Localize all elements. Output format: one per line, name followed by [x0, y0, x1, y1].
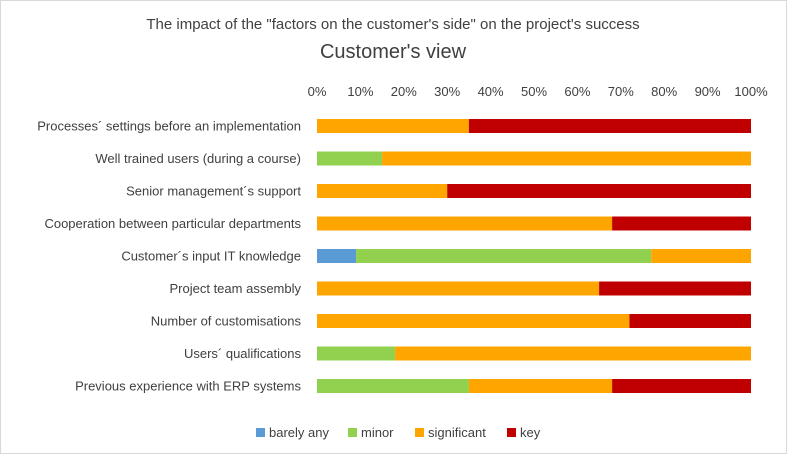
category-label: Well trained users (during a course): [95, 151, 301, 166]
bar-segment: [317, 119, 469, 133]
bar-segment: [468, 379, 613, 393]
bar-segment: [317, 216, 613, 231]
legend-label: barely any: [269, 425, 329, 440]
bar-segment: [356, 249, 652, 263]
bar-segment: [317, 151, 383, 166]
bar-segment: [317, 249, 357, 263]
legend-label: minor: [361, 425, 394, 440]
bar-segment: [612, 379, 751, 393]
x-tick-label: 10%: [347, 84, 373, 99]
legend-swatch: [256, 428, 265, 437]
chart-subtitle: Customer's view: [320, 41, 467, 63]
x-tick-label: 30%: [434, 84, 460, 99]
bar-segment: [599, 281, 751, 296]
bar-segment: [629, 314, 751, 328]
chart-title: The impact of the "factors on the custom…: [146, 16, 639, 33]
x-axis-ticks: 0% 10% 20% 30% 40% 50% 60% 70% 80% 90% 100%: [308, 84, 768, 99]
bar-segment: [447, 184, 751, 198]
bar-segment: [317, 281, 600, 296]
x-tick-label: 90%: [695, 84, 721, 99]
category-labels: Processes´ settings before an implementa…: [37, 119, 301, 394]
bar-segment: [317, 184, 448, 198]
bar-segment: [395, 346, 751, 361]
legend-swatch: [415, 428, 424, 437]
x-tick-label: 40%: [478, 84, 504, 99]
x-tick-label: 100%: [734, 84, 768, 99]
x-tick-label: 50%: [521, 84, 547, 99]
category-label: Cooperation between particular departmen…: [44, 216, 301, 231]
x-tick-label: 80%: [651, 84, 677, 99]
category-label: Users´ qualifications: [184, 346, 302, 361]
bar-segment: [317, 379, 469, 393]
category-label: Processes´ settings before an implementa…: [37, 119, 301, 134]
bar-segment: [382, 151, 751, 166]
x-tick-label: 0%: [308, 84, 327, 99]
bar-segment: [651, 249, 751, 263]
bar-segment: [468, 119, 751, 133]
category-label: Number of customisations: [151, 314, 302, 329]
category-label: Previous experience with ERP systems: [75, 379, 301, 394]
legend-label: significant: [428, 425, 486, 440]
legend-swatch: [348, 428, 357, 437]
bar-segment: [317, 314, 630, 328]
legend-swatch: [507, 428, 516, 437]
category-label: Customer´s input IT knowledge: [121, 249, 301, 264]
x-tick-label: 20%: [391, 84, 417, 99]
x-tick-label: 60%: [564, 84, 590, 99]
legend-label: key: [520, 425, 541, 440]
category-label: Project team assembly: [170, 281, 302, 296]
bar-segment: [612, 216, 751, 231]
bar-segment: [317, 346, 396, 361]
x-tick-label: 70%: [608, 84, 634, 99]
bars: [317, 119, 751, 393]
category-label: Senior management´s support: [126, 184, 301, 199]
legend: barely any minor significant key: [256, 425, 541, 440]
